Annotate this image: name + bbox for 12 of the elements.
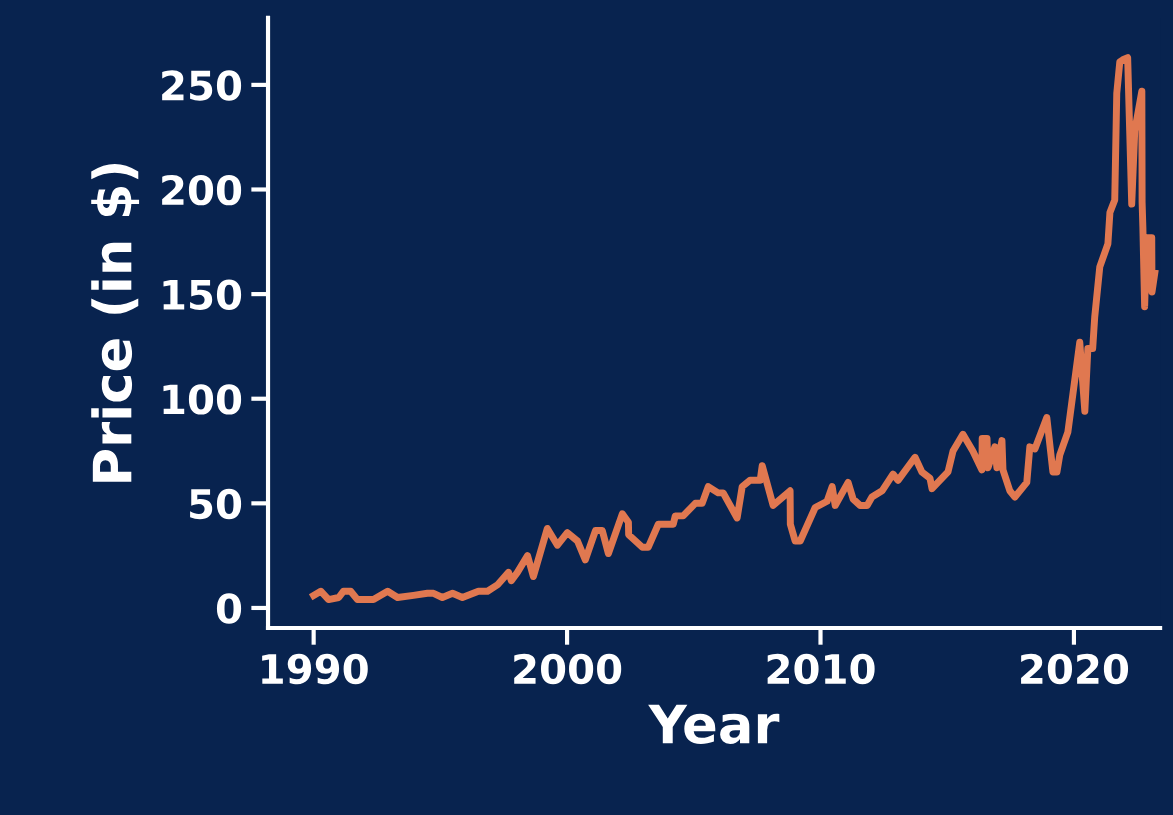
x-axis-title: Year bbox=[648, 704, 780, 744]
x-tick-label: 2020 bbox=[1021, 653, 1129, 685]
y-tick-label: 50 bbox=[190, 488, 242, 520]
x-tick-label: 2000 bbox=[514, 653, 622, 685]
x-tick-label: 1990 bbox=[262, 653, 368, 685]
y-tick-label: 200 bbox=[162, 174, 242, 206]
y-axis-title: Price (in $) bbox=[91, 163, 140, 482]
y-tick-label: 100 bbox=[163, 384, 242, 415]
y-tick-label: 150 bbox=[163, 279, 242, 310]
y-tick-label: 250 bbox=[162, 70, 242, 101]
y-tick-label: 0 bbox=[216, 593, 242, 624]
x-tick-label: 2010 bbox=[767, 653, 875, 685]
